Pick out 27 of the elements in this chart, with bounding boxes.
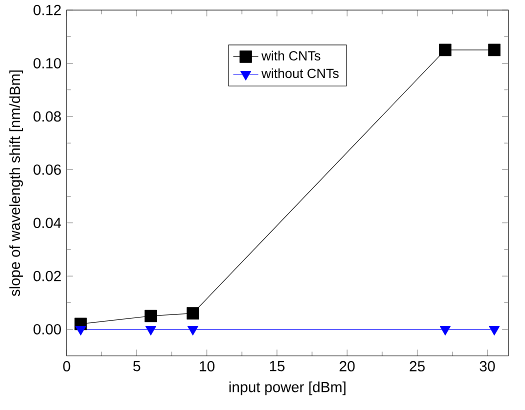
y-tick-label: 0.10: [34, 58, 61, 68]
x-tick-label: 20: [340, 361, 355, 372]
x-tick-label: 15: [270, 361, 285, 372]
point: [187, 326, 198, 336]
legend-label: without CNTs: [261, 68, 339, 78]
point: [144, 310, 157, 322]
legend-label: with CNTs: [261, 50, 320, 60]
y-axis-title: slope of wavelength shift [nm/dBm]: [9, 70, 23, 296]
y-tick-label: 0.08: [34, 111, 61, 122]
x-tick-label: 5: [133, 361, 140, 372]
point: [440, 326, 451, 336]
x-tick-label: 10: [200, 361, 214, 372]
y-tick-label: 0.12: [34, 4, 61, 16]
y-tick-label: 0.02: [34, 270, 61, 282]
point: [145, 326, 156, 336]
point: [186, 307, 200, 320]
x-tick-label: 0: [63, 361, 70, 372]
point: [488, 44, 500, 56]
x-axis-title: input power [dBm]: [229, 381, 346, 396]
point: [488, 326, 500, 336]
point: [75, 326, 86, 336]
y-tick-label: 0.06: [34, 164, 61, 175]
y-tick-label: 0.00: [34, 324, 61, 334]
x-tick-label: 25: [410, 361, 425, 372]
point: [439, 44, 452, 56]
x-tick-label: 30: [480, 361, 495, 372]
y-tick-label: 0.04: [34, 218, 62, 228]
